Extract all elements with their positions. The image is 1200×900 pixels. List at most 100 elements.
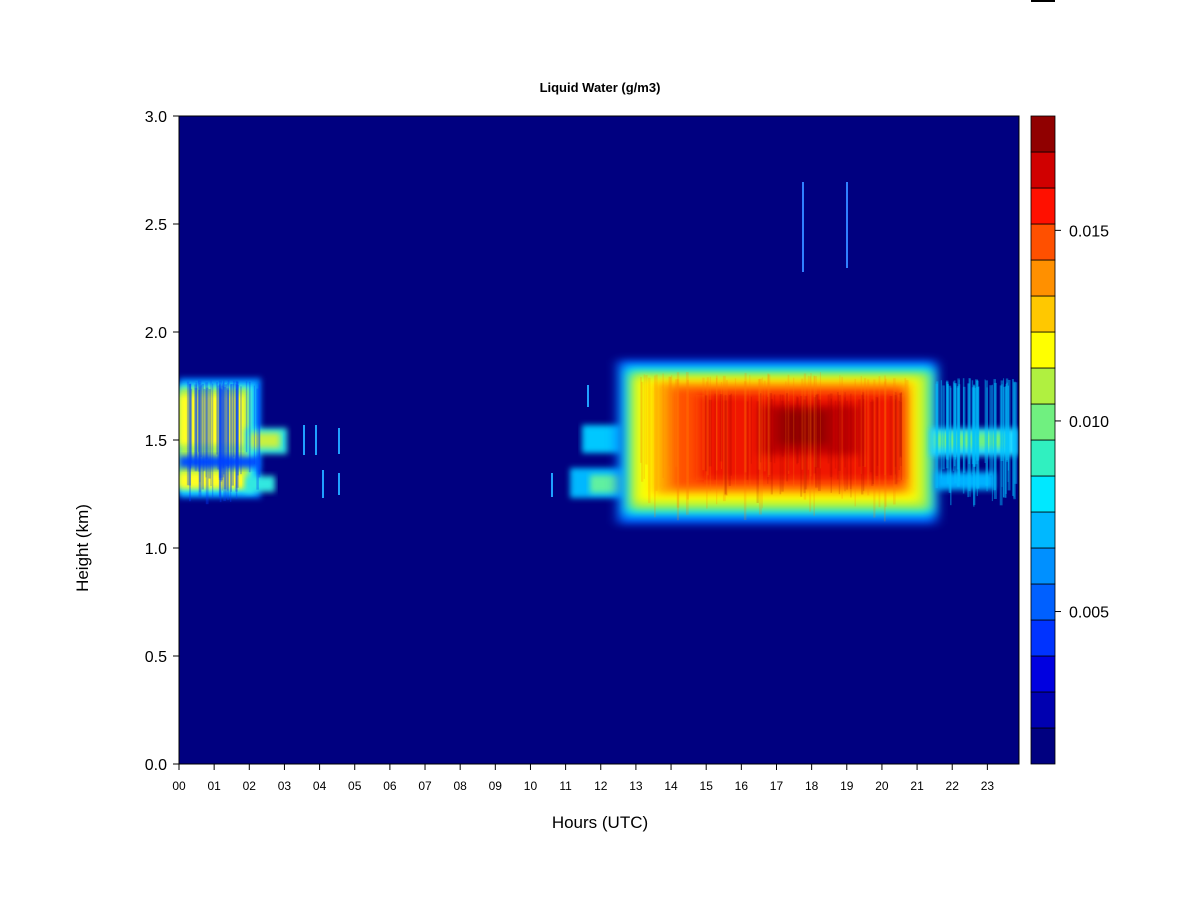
texture-streak [793,377,795,486]
texture-streak [950,387,952,506]
colorbar-tick-label: 0.015 [1069,223,1109,240]
texture-streak [850,401,852,498]
texture-streak [186,381,190,486]
texture-streak [1011,379,1014,496]
texture-streak [746,401,749,480]
texture-streak [676,379,680,521]
texture-streak [904,378,907,484]
texture-streak [758,378,762,515]
texture-streak [968,378,971,492]
texture-streak [986,387,988,492]
texture-streak [216,382,218,455]
texture-streak [876,397,879,466]
colorbar-tick-label: 0.005 [1069,605,1109,622]
texture-streak [846,400,848,490]
texture-streak [210,380,212,487]
texture-streak [220,388,223,482]
texture-streak [954,385,956,460]
texture-streak [889,396,893,476]
texture-streak [900,392,902,481]
texture-streak [1007,379,1011,491]
texture-streak [235,388,238,499]
cloud-morning-gap [179,456,259,468]
cloud-afternoon-edge-left-upper [582,425,622,453]
texture-streak [814,375,817,468]
y-tick-label: 0.5 [145,649,167,666]
texture-streak [734,378,737,490]
texture-streak [769,393,773,463]
texture-streak [708,399,712,467]
streak [587,385,589,407]
x-tick-label: 17 [770,779,784,793]
texture-streak [1003,386,1006,498]
texture-streak [869,401,873,473]
texture-streak [730,393,732,476]
texture-streak [245,381,248,453]
streak [315,425,317,455]
texture-streak [258,383,261,478]
texture-streak [973,386,976,506]
colorbar-swatch [1030,403,1056,441]
colorbar-swatch [1030,547,1056,585]
texture-streak [785,381,787,488]
y-tick-label: 0.0 [145,757,167,774]
colorbar-swatch [1030,727,1056,765]
texture-streak [873,379,876,518]
cloud-afternoon [570,360,1018,524]
texture-streak [757,379,761,470]
x-tick-label: 01 [207,779,221,793]
texture-streak [668,376,671,467]
texture-streak [1000,380,1004,461]
texture-streak [258,385,260,475]
texture-streak [785,393,789,482]
texture-streak [253,385,256,465]
streak [322,470,324,498]
texture-streak [1005,384,1007,494]
colorbar: 0.005 0.010 0.015 [1030,115,1109,765]
texture-streak [844,397,846,492]
cloud-morning-tail-core [250,433,280,448]
x-tick-label: 08 [453,779,467,793]
texture-streak [976,380,978,497]
texture-streak [662,373,664,479]
cloud-morning-upper-yellow [179,395,245,445]
texture-streak [223,380,225,475]
texture-streak [875,397,879,477]
texture-streak [800,396,803,497]
texture-streak [830,398,832,493]
texture-streak [878,376,881,508]
texture-streak [816,393,819,468]
x-tick-label: 22 [946,779,960,793]
x-tick-label: 03 [278,779,292,793]
texture-streak [226,388,230,466]
texture-streak [984,379,986,463]
texture-streak [837,392,839,480]
texture-streak [867,379,870,496]
colorbar-swatch [1030,295,1056,333]
texture-streak [190,388,193,463]
colorbar-swatch [1030,223,1056,261]
x-tick-label: 10 [524,779,538,793]
x-axis-label: Hours (UTC) [551,813,649,832]
texture-streak [218,380,222,478]
texture-streak [898,400,900,470]
x-tick-label: 05 [348,779,362,793]
texture-streak [884,378,887,507]
texture-streak [969,378,971,497]
texture-streak [993,379,996,491]
texture-streak [829,393,833,478]
cloud-texture [186,372,1018,522]
texture-streak [648,377,651,504]
texture-streak [709,376,711,491]
texture-streak [963,386,966,473]
texture-streak [198,389,201,472]
texture-streak [705,395,708,472]
texture-streak [226,389,230,500]
texture-streak [188,383,191,502]
texture-streak [702,377,705,471]
texture-streak [676,372,680,508]
texture-streak [200,385,203,458]
texture-streak [993,382,997,500]
streak [303,425,305,455]
x-tick-label: 07 [418,779,432,793]
